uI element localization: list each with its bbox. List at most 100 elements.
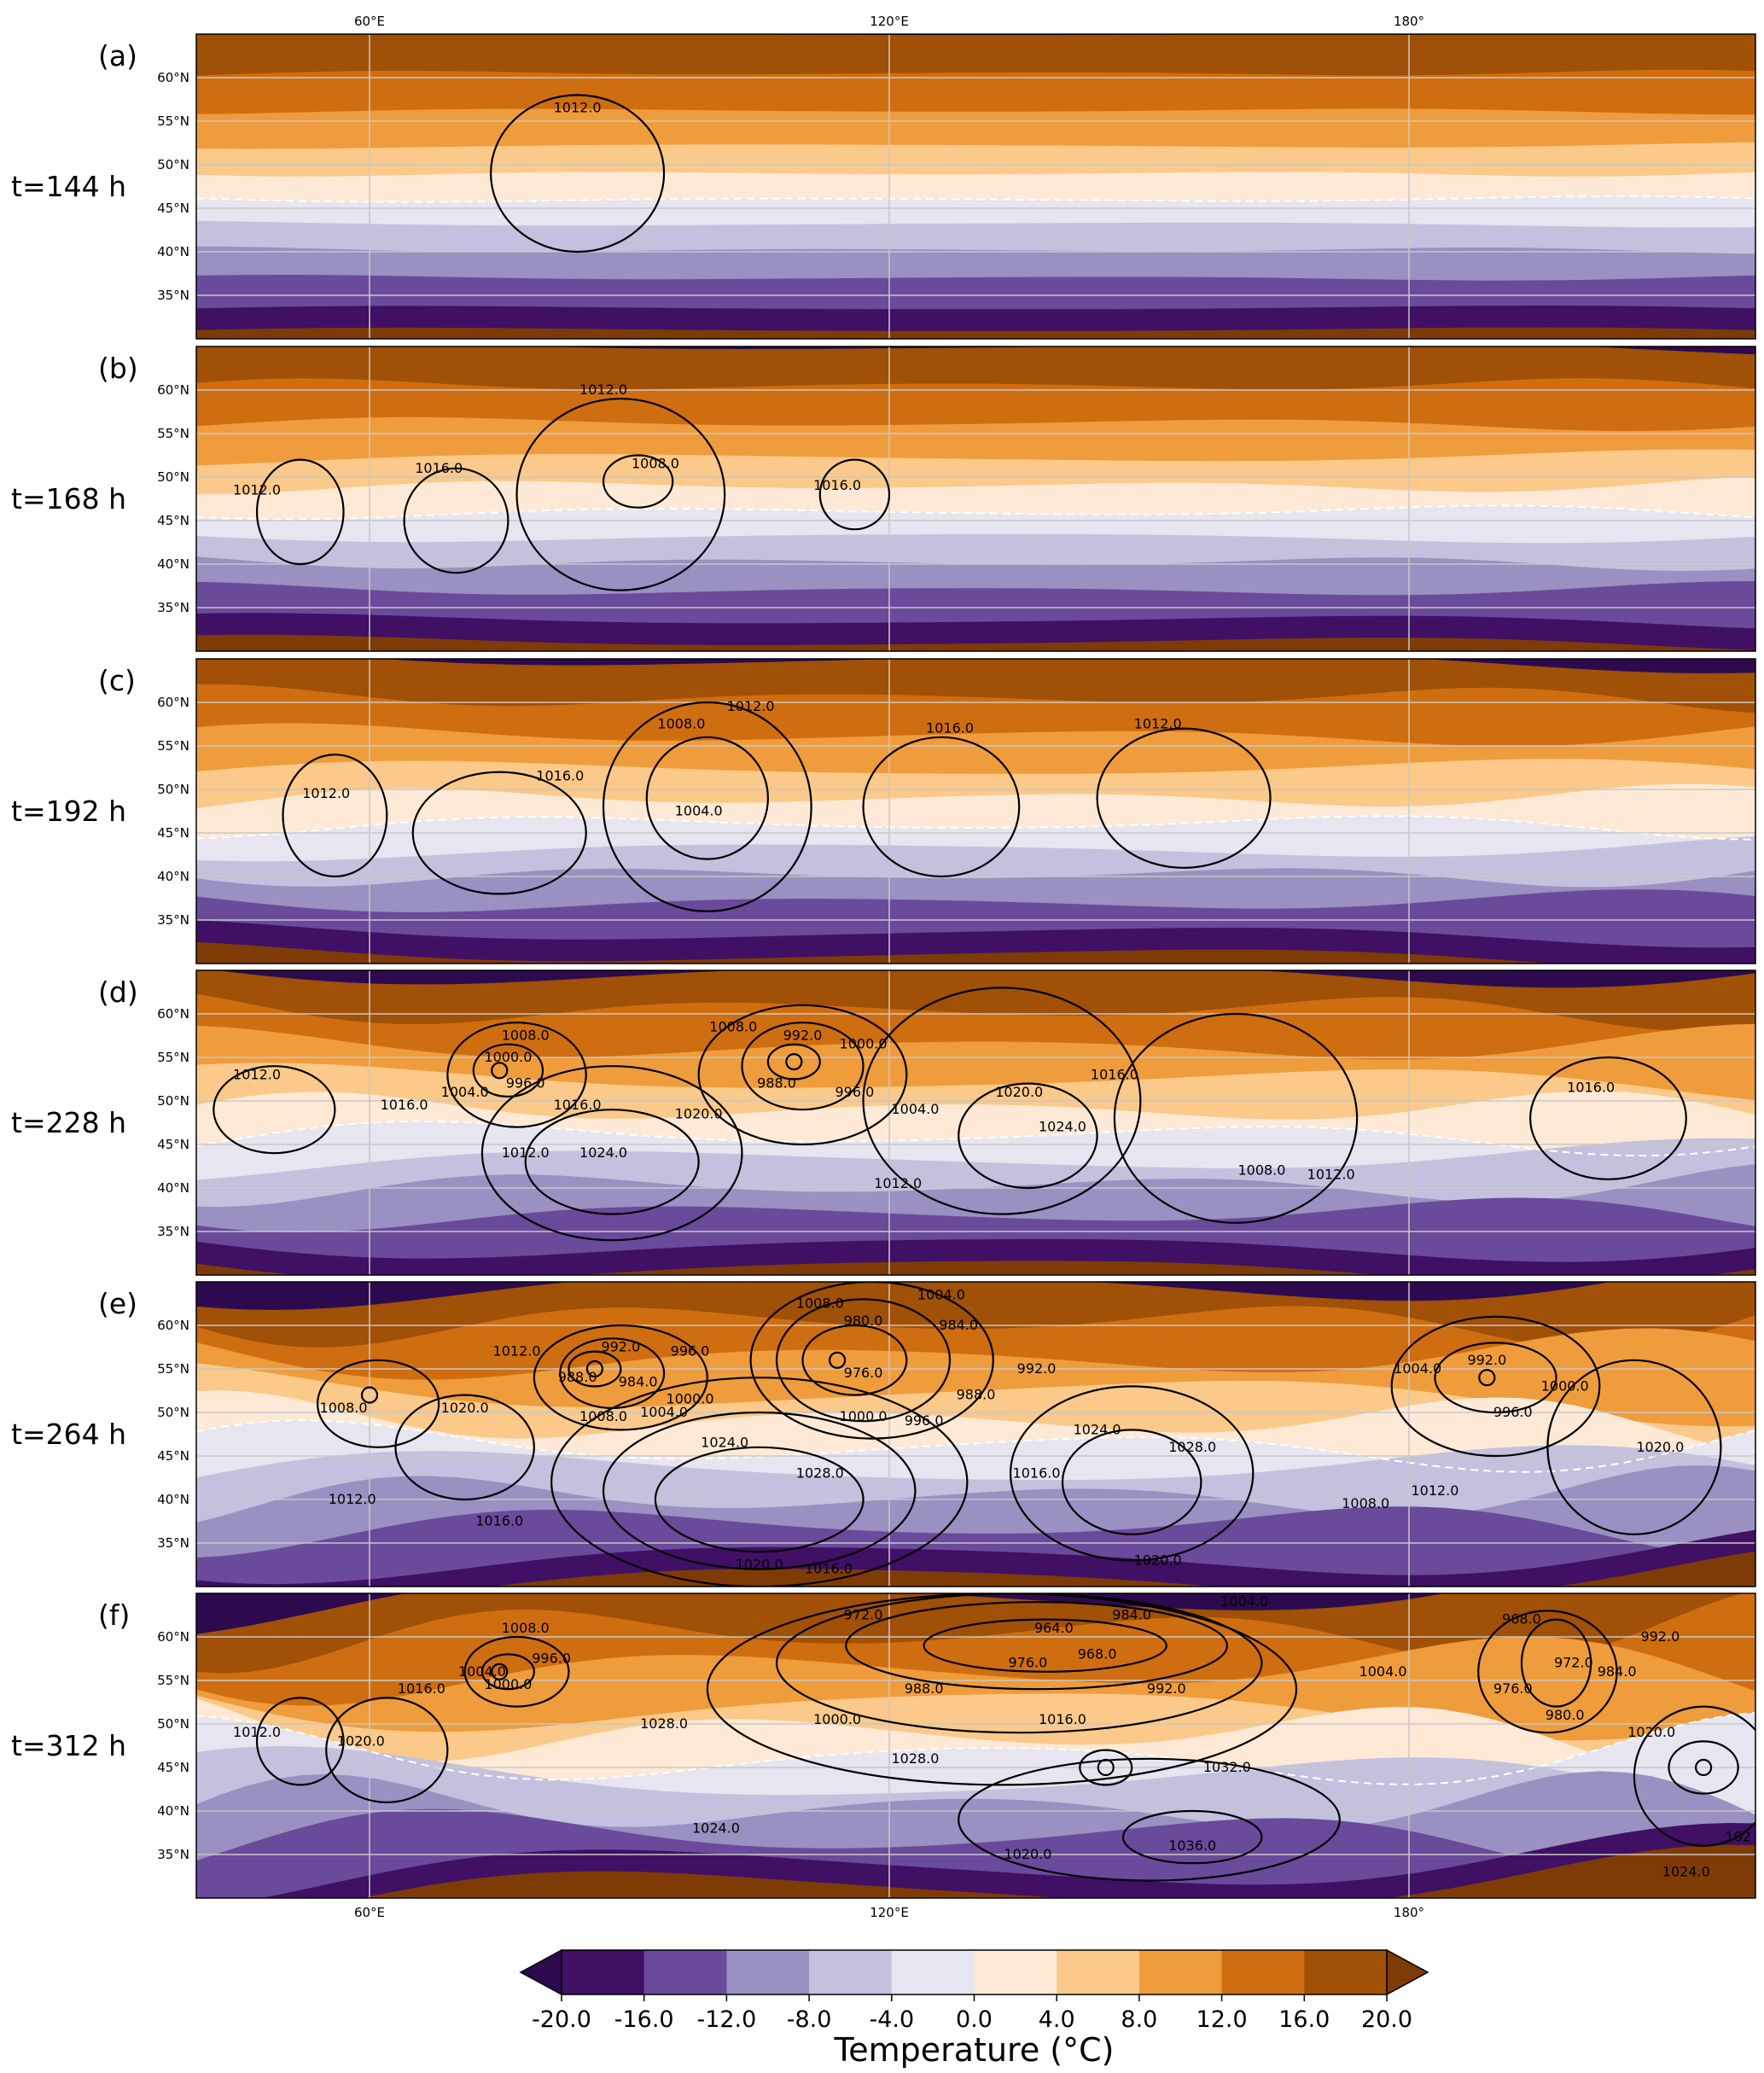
contour-label: 1012.0 bbox=[1134, 716, 1182, 732]
lon-tick-label-top: 180° bbox=[1394, 14, 1424, 29]
isobar-contour bbox=[1113, 1012, 1359, 1224]
lon-tick-label-bottom: 120°E bbox=[870, 1905, 909, 1920]
contour-label: 1012.0 bbox=[579, 381, 627, 398]
contour-label: 976.0 bbox=[1493, 1680, 1533, 1697]
isobar-contour bbox=[1520, 1618, 1592, 1708]
contour-label: 1000.0 bbox=[1541, 1377, 1589, 1394]
panel-label: (c) bbox=[98, 664, 136, 697]
contour-label: 1020.0 bbox=[1134, 1552, 1182, 1568]
lat-tick-label: 60°N bbox=[157, 1006, 189, 1022]
lat-tick-label: 55°N bbox=[157, 1050, 189, 1065]
panel-frame bbox=[195, 1593, 1756, 1899]
panel-a: 1012.0 60°N 55°N 50°N 45°N 40°N 35°N (a) t=144 h bbox=[11, 33, 1756, 340]
lat-tick-label: 55°N bbox=[157, 426, 189, 441]
isobar-contour bbox=[862, 987, 1142, 1215]
low-center-contour bbox=[828, 1351, 847, 1369]
colorbar-title: Temperature (°C) bbox=[834, 2031, 1115, 2069]
temperature-band-warmest bbox=[196, 634, 1755, 651]
panel-map: 1012.0 1008.0 1016.0 1004.0 1012.0 1016.0 1012… bbox=[196, 659, 1755, 964]
isobar-contour bbox=[1668, 1740, 1739, 1795]
contour-label: 1012.0 bbox=[329, 1491, 376, 1507]
colorbar-tick-label: -12.0 bbox=[696, 2006, 756, 2033]
contour-label: 1020.0 bbox=[337, 1732, 385, 1749]
colorbar-tick-label: 12.0 bbox=[1196, 2006, 1248, 2033]
temperature-band bbox=[196, 1529, 1755, 1587]
contour-label: 1032.0 bbox=[1203, 1759, 1251, 1775]
isobar-contour bbox=[818, 458, 891, 531]
contour-label: 1004.0 bbox=[1220, 1593, 1268, 1610]
contour-label: 996.0 bbox=[506, 1075, 545, 1092]
isobar-contour bbox=[801, 1324, 908, 1396]
panel-map: 1012.0 bbox=[196, 34, 1755, 339]
panel-b: 1012.0 1008.0 1016.0 1012.0 1016.0 60°N 55°N 50… bbox=[11, 346, 1756, 652]
colorbar-segment bbox=[1304, 1950, 1388, 1994]
contour-label: 996.0 bbox=[905, 1412, 944, 1429]
contour-label: 992.0 bbox=[601, 1339, 640, 1355]
colorbar-segment bbox=[1138, 1950, 1223, 1994]
lon-tick-label-top: 60°E bbox=[354, 14, 385, 29]
time-label: t=312 h bbox=[11, 1729, 126, 1762]
isobar-contour bbox=[1390, 1315, 1601, 1458]
contour-label: 1024.0 bbox=[692, 1820, 740, 1836]
contour-label: 988.0 bbox=[905, 1680, 944, 1697]
colorbar-tick-label: 0.0 bbox=[956, 2006, 993, 2033]
colorbar-segment bbox=[726, 1950, 810, 1994]
low-center-contour bbox=[491, 1062, 509, 1080]
contour-label: 1024.0 bbox=[579, 1144, 627, 1161]
contour-label: 1000.0 bbox=[840, 1036, 888, 1052]
isobar-contour bbox=[706, 1593, 1298, 1786]
panel-map: 1008.0996.01004.01000.01016.01012.01020.… bbox=[196, 1593, 1755, 1898]
isobar-contour bbox=[923, 1618, 1167, 1673]
panel-frame bbox=[195, 1281, 1756, 1587]
contour-label: 1020.0 bbox=[1627, 1724, 1675, 1740]
isobar-contour bbox=[480, 1653, 535, 1691]
isobar-contour bbox=[524, 1109, 700, 1215]
isobar-contour bbox=[1528, 1056, 1687, 1180]
isobar-contour bbox=[472, 1043, 544, 1098]
colorbar-tick-label: 8.0 bbox=[1121, 2006, 1157, 2033]
contour-label: 984.0 bbox=[939, 1317, 978, 1333]
contour-label: 1016.0 bbox=[1013, 1464, 1061, 1481]
lat-tick-label: 35°N bbox=[157, 1224, 189, 1239]
contour-label: 1016.0 bbox=[813, 477, 861, 493]
isobar-contour bbox=[776, 1593, 1263, 1734]
lon-tick-label-bottom: 180° bbox=[1394, 1905, 1424, 1920]
contour-label: 984.0 bbox=[619, 1373, 658, 1389]
contour-label: 1008.0 bbox=[1237, 1162, 1285, 1179]
contour-label: 1008.0 bbox=[579, 1408, 627, 1424]
lat-tick-label: 60°N bbox=[157, 382, 189, 398]
isobar-contour bbox=[654, 1446, 865, 1553]
isobar-contour bbox=[862, 736, 1021, 878]
isobar-contour bbox=[697, 1004, 908, 1146]
contour-label: 1020.0 bbox=[736, 1557, 783, 1573]
time-label: t=144 h bbox=[11, 170, 126, 203]
lat-tick-label: 50°N bbox=[157, 1093, 189, 1109]
lat-tick-label: 45°N bbox=[157, 825, 189, 841]
contour-label: 1028.0 bbox=[796, 1464, 844, 1481]
contour-label: 1008.0 bbox=[796, 1296, 844, 1312]
contour-label: 1008.0 bbox=[632, 456, 679, 472]
contour-label: 992.0 bbox=[1147, 1680, 1186, 1697]
contour-label: 1000.0 bbox=[667, 1391, 714, 1407]
contour-label: 1024.0 bbox=[701, 1435, 748, 1451]
contour-label: 1020.0 bbox=[1004, 1846, 1051, 1862]
contour-label: 1000.0 bbox=[484, 1676, 532, 1692]
contour-label: 1016.0 bbox=[475, 1513, 523, 1529]
panel-f: 1008.0996.01004.01000.01016.01012.01020.… bbox=[11, 1593, 1756, 1899]
colorbar-segment bbox=[1221, 1950, 1305, 1994]
contour-label: 1012.0 bbox=[727, 698, 775, 714]
isobar-contour bbox=[958, 1757, 1341, 1882]
contour-label: 1004.0 bbox=[1394, 1360, 1441, 1377]
contour-label: 964.0 bbox=[1034, 1620, 1074, 1636]
lat-tick-label: 35°N bbox=[157, 912, 189, 928]
contour-label: 1012.0 bbox=[874, 1175, 922, 1191]
panel-label: (d) bbox=[98, 975, 138, 1009]
contour-label: 976.0 bbox=[1008, 1655, 1047, 1671]
isobar-contour bbox=[568, 1350, 622, 1388]
isobar-contour bbox=[533, 1324, 708, 1431]
contour-label: 984.0 bbox=[1112, 1607, 1151, 1623]
colorbar-segment bbox=[809, 1950, 893, 1994]
zero-degree-line bbox=[196, 815, 1755, 841]
lat-tick-label: 55°N bbox=[157, 1361, 189, 1377]
panels: 1012.0 60°N 55°N 50°N 45°N 40°N 35°N (a) t=144 h… bbox=[11, 14, 1756, 1920]
